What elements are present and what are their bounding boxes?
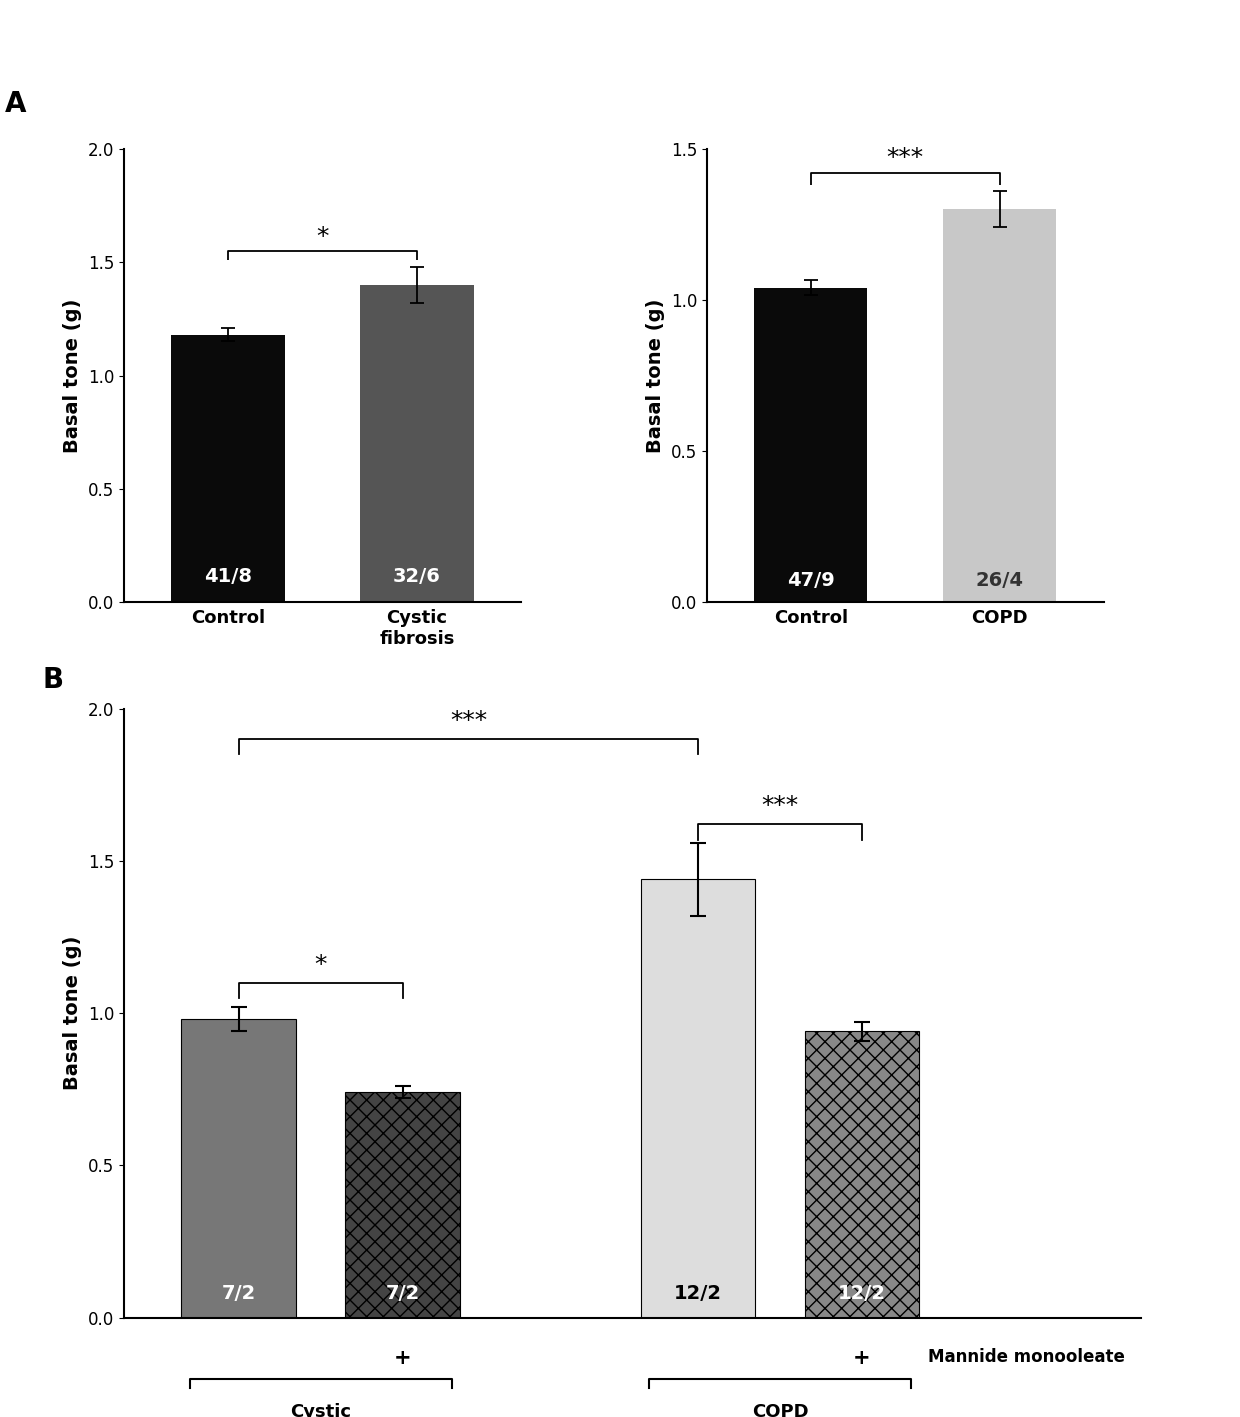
Y-axis label: Basal tone (g): Basal tone (g) <box>63 937 82 1090</box>
Text: A: A <box>5 89 26 118</box>
Text: ***: *** <box>450 708 487 733</box>
Text: Cystic
fibrosis: Cystic fibrosis <box>283 1403 358 1417</box>
Bar <box>641 879 755 1318</box>
Text: 32/6: 32/6 <box>393 567 440 587</box>
Text: ***: *** <box>887 146 924 170</box>
Text: *: * <box>316 224 329 248</box>
Text: *: * <box>315 952 327 976</box>
Bar <box>181 1019 296 1318</box>
Bar <box>171 334 285 602</box>
Text: 12/2: 12/2 <box>675 1284 722 1302</box>
Text: B: B <box>42 666 63 694</box>
Bar <box>942 210 1056 602</box>
Text: 41/8: 41/8 <box>203 567 252 587</box>
Text: Mannide monooleate: Mannide monooleate <box>928 1349 1125 1366</box>
Bar <box>346 1093 460 1318</box>
Text: +: + <box>394 1349 412 1369</box>
Text: +: + <box>853 1349 870 1369</box>
Text: 7/2: 7/2 <box>386 1284 420 1302</box>
Bar <box>754 288 868 602</box>
Text: 47/9: 47/9 <box>787 571 835 589</box>
Y-axis label: Basal tone (g): Basal tone (g) <box>63 299 82 452</box>
Bar <box>805 1032 919 1318</box>
Bar <box>360 285 474 602</box>
Text: 26/4: 26/4 <box>976 571 1024 589</box>
Text: 7/2: 7/2 <box>222 1284 255 1302</box>
Y-axis label: Basal tone (g): Basal tone (g) <box>646 299 665 452</box>
Text: COPD: COPD <box>751 1403 808 1417</box>
Text: ***: *** <box>761 794 799 818</box>
Text: 12/2: 12/2 <box>838 1284 887 1302</box>
